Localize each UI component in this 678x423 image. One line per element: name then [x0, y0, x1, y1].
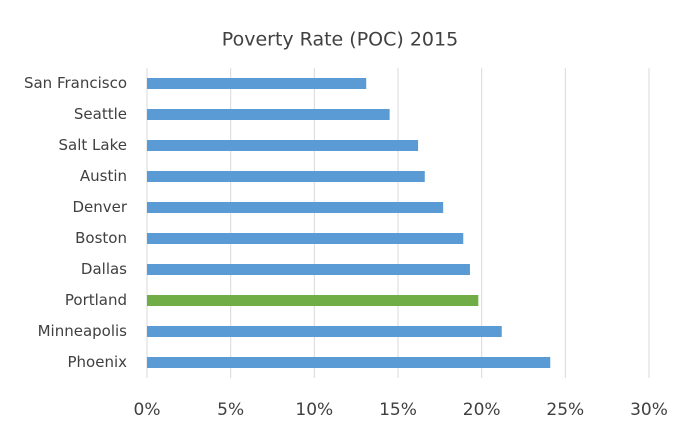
bar	[147, 78, 367, 89]
y-tick-label: Austin	[80, 167, 127, 185]
y-tick-label: Boston	[75, 229, 127, 247]
bar	[147, 295, 479, 306]
y-tick-label: Dallas	[81, 260, 127, 278]
y-tick-label: San Francisco	[24, 74, 127, 92]
y-tick-label: Minneapolis	[38, 322, 128, 340]
x-tick-label: 20%	[463, 400, 501, 420]
x-tick-label: 15%	[379, 400, 417, 420]
bar	[147, 233, 464, 244]
y-tick-label: Seattle	[74, 105, 127, 123]
y-tick-label: Salt Lake	[59, 136, 127, 154]
bar	[147, 326, 502, 337]
y-tick-label: Portland	[65, 291, 127, 309]
x-tick-label: 10%	[295, 400, 333, 420]
x-tick-label: 25%	[546, 400, 584, 420]
bar	[147, 140, 419, 151]
y-tick-label: Phoenix	[67, 353, 127, 371]
y-tick-label: Denver	[72, 198, 127, 216]
x-tick-label: 0%	[134, 400, 161, 420]
x-tick-label: 30%	[630, 400, 668, 420]
chart-title: Poverty Rate (POC) 2015	[222, 29, 458, 51]
bar	[147, 264, 470, 275]
bar	[147, 357, 551, 368]
bar	[147, 171, 425, 182]
bar	[147, 109, 390, 120]
x-tick-label: 5%	[217, 400, 244, 420]
bar	[147, 202, 444, 213]
